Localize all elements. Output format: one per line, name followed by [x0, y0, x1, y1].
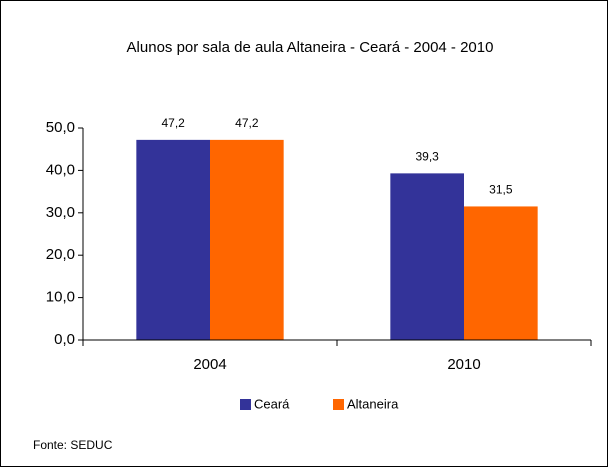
bar — [210, 139, 284, 340]
data-label: 39,3 — [415, 150, 439, 164]
legend-swatch — [333, 399, 344, 410]
bar — [390, 173, 464, 340]
legend-swatch — [240, 399, 251, 410]
data-label: 31,5 — [489, 183, 513, 197]
chart-title: Alunos por sala de aula Altaneira - Cear… — [127, 39, 494, 56]
legend-label: Altaneira — [347, 396, 399, 411]
data-label: 47,2 — [161, 116, 185, 130]
source-note: Fonte: SEDUC — [33, 438, 113, 452]
data-label: 47,2 — [235, 116, 259, 130]
y-tick-label: 20,0 — [46, 246, 75, 263]
legend-label: Ceará — [254, 396, 290, 411]
y-tick-label: 40,0 — [46, 161, 75, 178]
y-tick-label: 10,0 — [46, 289, 75, 306]
bar — [136, 139, 210, 340]
x-tick-label: 2010 — [447, 356, 480, 373]
y-tick-label: 30,0 — [46, 204, 75, 221]
x-tick-label: 2004 — [193, 356, 226, 373]
y-tick-label: 0,0 — [54, 331, 75, 348]
y-tick-label: 50,0 — [46, 119, 75, 136]
bar — [464, 206, 538, 340]
